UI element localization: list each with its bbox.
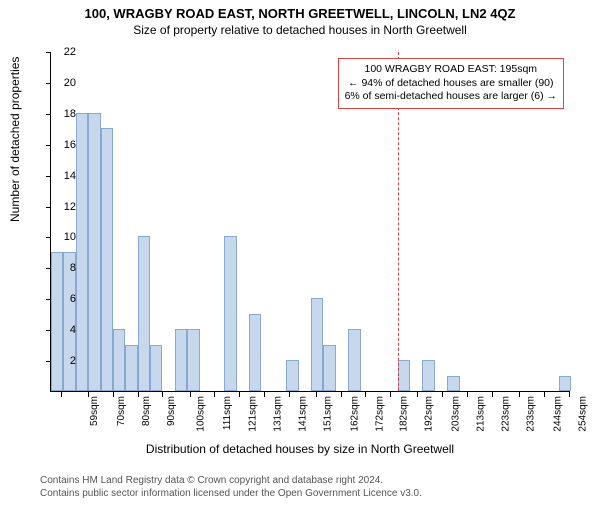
histogram-bar bbox=[101, 128, 113, 391]
histogram-bar bbox=[113, 329, 125, 391]
x-tick-label: 151sqm bbox=[322, 396, 333, 432]
histogram-bar bbox=[175, 329, 187, 391]
x-tick-label: 244sqm bbox=[553, 396, 564, 432]
histogram-bar bbox=[76, 113, 88, 391]
x-tick-mark bbox=[138, 392, 139, 397]
plot-area: 59sqm70sqm80sqm90sqm100sqm111sqm121sqm13… bbox=[50, 52, 570, 392]
x-tick-mark bbox=[467, 392, 468, 397]
x-tick-label: 111sqm bbox=[222, 396, 233, 430]
x-tick-mark bbox=[417, 392, 418, 397]
y-tick-label: 20 bbox=[46, 77, 76, 89]
y-axis-label: Number of detached properties bbox=[8, 57, 22, 222]
x-tick-mark bbox=[214, 392, 215, 397]
histogram-bar bbox=[422, 360, 434, 391]
y-tick-label: 14 bbox=[46, 170, 76, 182]
histogram-bar bbox=[286, 360, 298, 391]
y-tick-label: 4 bbox=[46, 324, 76, 336]
x-tick-label: 203sqm bbox=[451, 396, 462, 432]
y-tick-label: 2 bbox=[46, 355, 76, 367]
x-tick-mark bbox=[519, 392, 520, 397]
x-axis-label: Distribution of detached houses by size … bbox=[0, 442, 600, 456]
x-tick-label: 192sqm bbox=[424, 396, 435, 432]
x-tick-mark bbox=[492, 392, 493, 397]
x-tick-label: 162sqm bbox=[350, 396, 361, 432]
callout-line-3: 6% of semi-detached houses are larger (6… bbox=[345, 90, 557, 104]
callout-box: 100 WRAGBY ROAD EAST: 195sqm← 94% of det… bbox=[338, 58, 564, 109]
y-tick-label: 10 bbox=[46, 231, 76, 243]
histogram-bar bbox=[447, 376, 459, 391]
histogram-bar bbox=[311, 298, 323, 391]
x-tick-label: 80sqm bbox=[141, 396, 152, 426]
y-tick-label: 12 bbox=[46, 201, 76, 213]
x-tick-mark bbox=[442, 392, 443, 397]
x-tick-label: 223sqm bbox=[501, 396, 512, 432]
chart-subtitle: Size of property relative to detached ho… bbox=[0, 23, 600, 37]
x-tick-mark bbox=[341, 392, 342, 397]
histogram-bar bbox=[125, 345, 137, 391]
x-tick-label: 59sqm bbox=[89, 396, 100, 426]
x-tick-label: 172sqm bbox=[374, 396, 385, 432]
histogram-bar bbox=[224, 236, 236, 391]
x-tick-label: 131sqm bbox=[273, 396, 284, 432]
x-tick-label: 70sqm bbox=[116, 396, 127, 426]
footer-attribution: Contains HM Land Registry data © Crown c… bbox=[40, 474, 422, 500]
x-tick-mark bbox=[61, 392, 62, 397]
footer-line-2: Contains public sector information licen… bbox=[40, 487, 422, 500]
x-tick-mark bbox=[88, 392, 89, 397]
y-tick-label: 8 bbox=[46, 262, 76, 274]
chart-area: 59sqm70sqm80sqm90sqm100sqm111sqm121sqm13… bbox=[50, 52, 570, 392]
x-tick-mark bbox=[289, 392, 290, 397]
x-tick-label: 182sqm bbox=[399, 396, 410, 432]
x-tick-mark bbox=[162, 392, 163, 397]
y-tick-label: 22 bbox=[46, 46, 76, 58]
x-tick-mark bbox=[569, 392, 570, 397]
callout-line-2: ← 94% of detached houses are smaller (90… bbox=[345, 77, 557, 91]
histogram-bar bbox=[150, 345, 162, 391]
histogram-bar bbox=[348, 329, 360, 391]
chart-title: 100, WRAGBY ROAD EAST, NORTH GREETWELL, … bbox=[0, 6, 600, 21]
histogram-bar bbox=[398, 360, 410, 391]
histogram-bar bbox=[249, 314, 261, 391]
y-tick-label: 18 bbox=[46, 108, 76, 120]
x-tick-mark bbox=[190, 392, 191, 397]
x-tick-label: 233sqm bbox=[525, 396, 536, 432]
histogram-bar bbox=[138, 236, 150, 391]
y-tick-label: 16 bbox=[46, 139, 76, 151]
x-tick-mark bbox=[316, 392, 317, 397]
x-tick-mark bbox=[113, 392, 114, 397]
x-tick-label: 100sqm bbox=[196, 396, 207, 432]
x-tick-mark bbox=[365, 392, 366, 397]
x-tick-mark bbox=[239, 392, 240, 397]
footer-line-1: Contains HM Land Registry data © Crown c… bbox=[40, 474, 422, 487]
histogram-bar bbox=[559, 376, 571, 391]
histogram-bar bbox=[88, 113, 100, 391]
x-tick-label: 141sqm bbox=[298, 396, 309, 432]
x-tick-mark bbox=[264, 392, 265, 397]
x-tick-label: 254sqm bbox=[577, 396, 588, 432]
x-tick-mark bbox=[390, 392, 391, 397]
callout-line-1: 100 WRAGBY ROAD EAST: 195sqm bbox=[345, 63, 557, 77]
histogram-bar bbox=[323, 345, 335, 391]
x-tick-mark bbox=[544, 392, 545, 397]
x-tick-label: 121sqm bbox=[248, 396, 259, 432]
histogram-bar bbox=[187, 329, 199, 391]
x-tick-label: 90sqm bbox=[166, 396, 177, 426]
y-tick-label: 6 bbox=[46, 293, 76, 305]
x-tick-label: 213sqm bbox=[476, 396, 487, 432]
